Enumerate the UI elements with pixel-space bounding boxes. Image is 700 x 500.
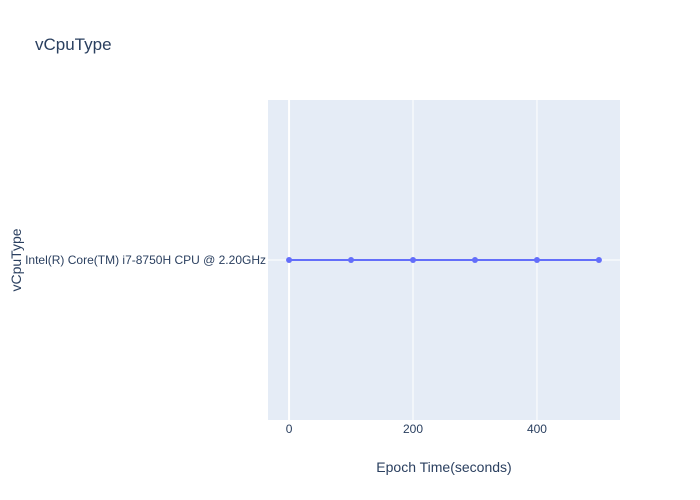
x-tick-label: 400 bbox=[527, 422, 547, 436]
y-tick-labels: Intel(R) Core(TM) i7-8750H CPU @ 2.20GHz bbox=[25, 253, 266, 267]
x-tick-label: 0 bbox=[286, 422, 293, 436]
data-point bbox=[595, 257, 602, 263]
x-tick-labels: 0 200 400 bbox=[286, 422, 548, 436]
data-point bbox=[286, 257, 293, 263]
data-point bbox=[410, 257, 417, 263]
data-point bbox=[533, 257, 540, 263]
chart-title: vCpuType bbox=[35, 35, 112, 54]
y-tick-label: Intel(R) Core(TM) i7-8750H CPU @ 2.20GHz bbox=[25, 253, 266, 267]
x-tick-label: 200 bbox=[403, 422, 423, 436]
data-point bbox=[471, 257, 478, 263]
data-point bbox=[348, 257, 355, 263]
series-points bbox=[286, 257, 602, 263]
x-axis-title: Epoch Time(seconds) bbox=[376, 459, 511, 475]
y-axis-title: vCpuType bbox=[8, 228, 24, 291]
